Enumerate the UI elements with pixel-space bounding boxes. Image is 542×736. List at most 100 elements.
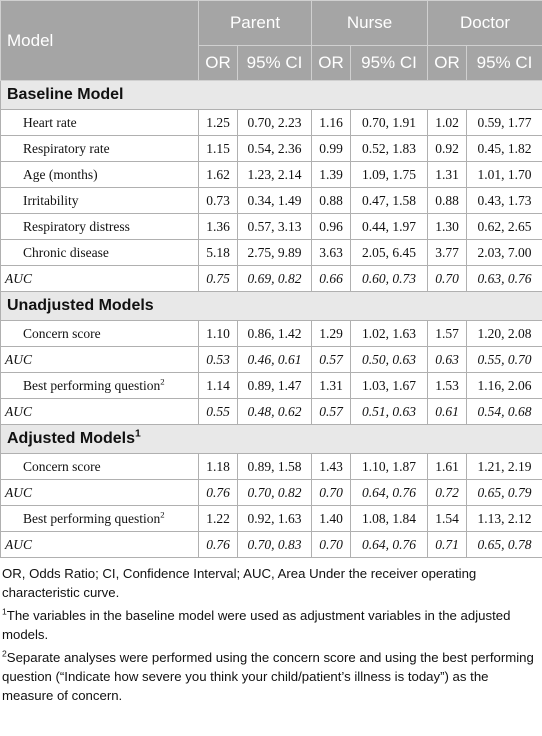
footnote-marker: 2 [160, 376, 165, 387]
cell: 0.99 [311, 135, 351, 162]
label-text: Best performing question [23, 378, 161, 393]
cell: 0.66 [311, 265, 351, 292]
group-header: Parent [198, 0, 312, 46]
auc-row: AUC 0.76 0.70, 0.83 0.70 0.64, 0.76 0.71 0.65,… [0, 531, 542, 558]
cell: 0.63, 0.76 [466, 265, 542, 292]
cell: 0.61 [427, 398, 468, 425]
cell: 1.20, 2.08 [466, 320, 542, 347]
cell: 0.88 [311, 187, 351, 214]
cell: 1.10 [198, 320, 238, 347]
cell: 0.54, 2.36 [237, 135, 312, 162]
section-row: Baseline Model [0, 80, 542, 110]
subcolumn-header: OR [198, 45, 238, 81]
cell: 0.65, 0.78 [466, 531, 542, 558]
label-text: Respiratory rate [23, 141, 110, 156]
cell: 0.53 [198, 346, 238, 373]
cell: 0.46, 0.61 [237, 346, 312, 373]
section-text: Unadjusted Models [7, 297, 154, 314]
cell: 0.76 [198, 531, 238, 558]
footnote-marker: 2 [2, 648, 7, 659]
data-row: Chronic disease 5.18 2.75, 9.89 3.63 2.05, 6… [0, 239, 542, 266]
cell: 1.22 [198, 505, 238, 532]
footnote-text: OR, Odds Ratio; CI, Confidence Interval;… [2, 566, 477, 600]
cell: 0.51, 0.63 [349, 398, 429, 425]
cell: 0.48, 0.62 [237, 398, 312, 425]
cell: 1.02 [427, 109, 468, 136]
cell: 1.01, 1.70 [466, 161, 542, 188]
label-text: Heart rate [23, 115, 77, 130]
row-label: AUC [0, 479, 199, 506]
cell: 3.77 [427, 239, 468, 266]
row-label: AUC [0, 531, 199, 558]
row-label: Respiratory distress [0, 213, 199, 240]
cell: 2.03, 7.00 [466, 239, 542, 266]
section-title: Baseline Model [0, 80, 542, 110]
cell: 0.65, 0.79 [466, 479, 542, 506]
cell: 1.40 [311, 505, 351, 532]
cell: 0.47, 1.58 [349, 187, 429, 214]
section-text: Baseline Model [7, 86, 124, 103]
data-row: Respiratory distress 1.36 0.57, 3.13 0.96 0.… [0, 213, 542, 240]
row-label: Respiratory rate [0, 135, 199, 162]
cell: 1.53 [427, 372, 468, 399]
row-label: Best performing question2 [0, 505, 199, 532]
data-row: Concern score 1.18 0.89, 1.58 1.43 1.10, 1.8… [0, 453, 542, 480]
cell: 5.18 [198, 239, 238, 266]
label-text: AUC [5, 404, 32, 419]
cell: 1.62 [198, 161, 238, 188]
cell: 0.73 [198, 187, 238, 214]
cell: 1.08, 1.84 [349, 505, 429, 532]
section-title: Adjusted Models1 [0, 424, 542, 454]
auc-row: AUC 0.75 0.69, 0.82 0.66 0.60, 0.73 0.70 0.63,… [0, 265, 542, 292]
cell: 1.23, 2.14 [237, 161, 312, 188]
cell: 0.45, 1.82 [466, 135, 542, 162]
footnote-marker: 1 [2, 606, 7, 617]
cell: 0.72 [427, 479, 468, 506]
subcolumn-header: 95% CI [349, 45, 429, 81]
cell: 0.92 [427, 135, 468, 162]
cell: 0.71 [427, 531, 468, 558]
cell: 0.70 [427, 265, 468, 292]
cell: 0.59, 1.77 [466, 109, 542, 136]
row-label: Concern score [0, 453, 199, 480]
footnote-text: Separate analyses were performed using t… [2, 650, 534, 703]
label-text: Respiratory distress [23, 219, 130, 234]
cell: 0.88 [427, 187, 468, 214]
cell: 0.55 [198, 398, 238, 425]
cell: 1.16 [311, 109, 351, 136]
subcolumn-header: OR [427, 45, 468, 81]
cell: 1.31 [311, 372, 351, 399]
section-title: Unadjusted Models [0, 291, 542, 321]
cell: 1.15 [198, 135, 238, 162]
cell: 0.70 [311, 531, 351, 558]
cell: 1.09, 1.75 [349, 161, 429, 188]
cell: 0.43, 1.73 [466, 187, 542, 214]
cell: 0.55, 0.70 [466, 346, 542, 373]
section-row: Adjusted Models1 [0, 424, 542, 454]
label-text: AUC [5, 352, 32, 367]
cell: 1.25 [198, 109, 238, 136]
cell: 0.62, 2.65 [466, 213, 542, 240]
cell: 0.96 [311, 213, 351, 240]
auc-row: AUC 0.76 0.70, 0.82 0.70 0.64, 0.76 0.72 0.65,… [0, 479, 542, 506]
subcolumn-header: OR [311, 45, 351, 81]
cell: 0.70, 0.82 [237, 479, 312, 506]
group-header: Nurse [310, 0, 429, 46]
header-cell: Model [0, 0, 199, 81]
cell: 1.14 [198, 372, 238, 399]
label-text: AUC [5, 537, 32, 552]
cell: 0.60, 0.73 [349, 265, 429, 292]
row-label: AUC [0, 398, 199, 425]
header-row: Model Parent Nurse Doctor [0, 0, 542, 81]
cell: 0.70, 1.91 [349, 109, 429, 136]
row-label: Best performing question2 [0, 372, 199, 399]
cell: 0.75 [198, 265, 238, 292]
data-row: Best performing question2 1.22 0.92, 1.63 1… [0, 505, 542, 532]
label-text: AUC [5, 271, 32, 286]
subcolumn-header: 95% CI [466, 45, 542, 81]
cell: 1.61 [427, 453, 468, 480]
cell: 0.69, 0.82 [237, 265, 312, 292]
label-text: Best performing question [23, 511, 161, 526]
cell: 1.54 [427, 505, 468, 532]
